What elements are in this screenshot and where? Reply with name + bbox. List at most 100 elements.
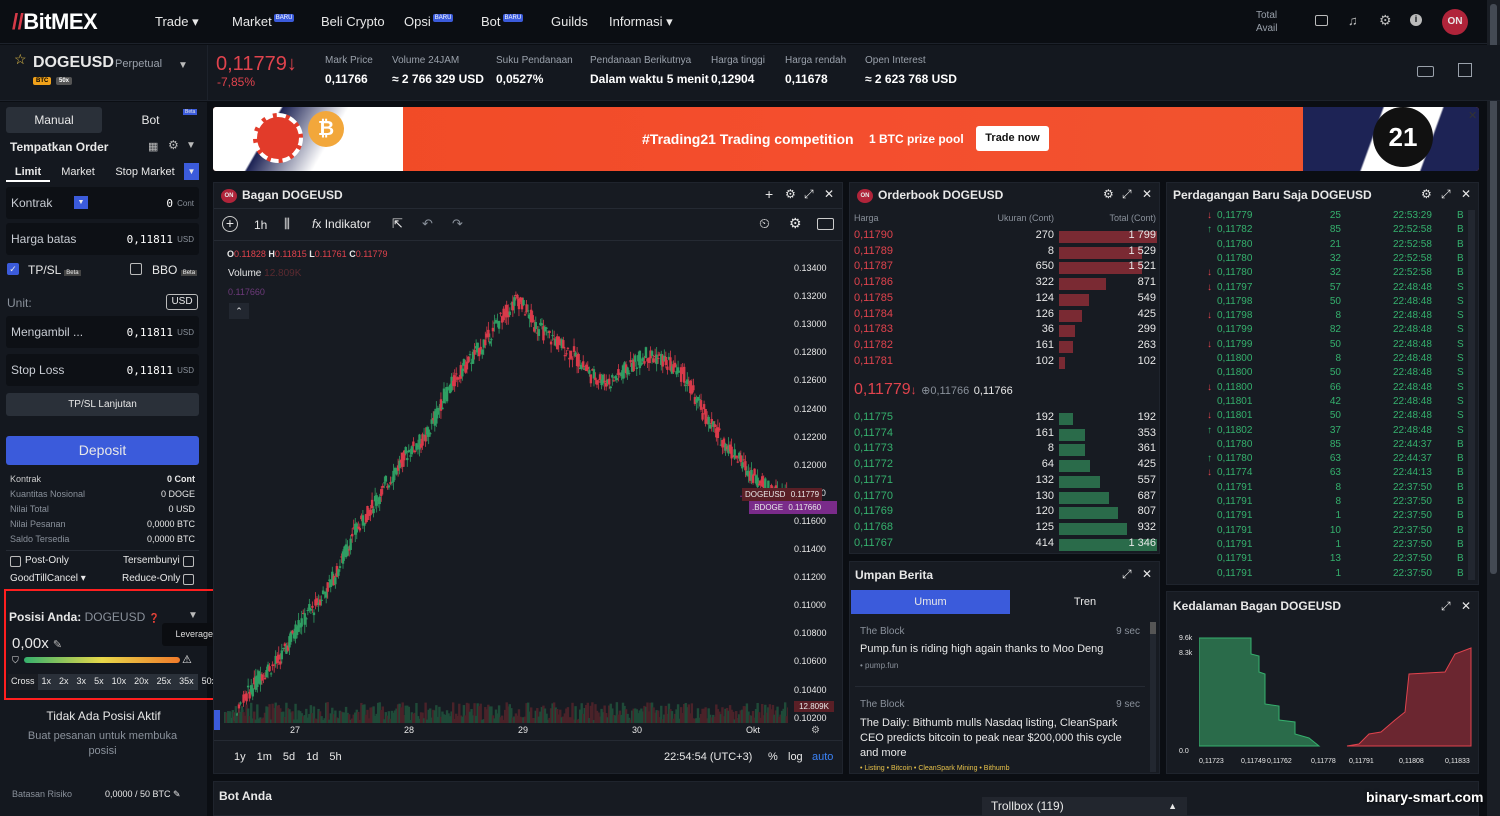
leverage-cross[interactable]: Cross (8, 674, 38, 690)
candle-type-icon[interactable]: ⫼ (284, 216, 290, 231)
share-icon[interactable]: ⇱ (392, 216, 403, 231)
depth-chart[interactable] (1199, 634, 1475, 756)
trades-settings-icon[interactable]: ⚙ (1421, 187, 1432, 201)
auto-toggle[interactable]: auto (812, 751, 834, 763)
orderbook-row[interactable]: 0,11771 132 557 (850, 474, 1159, 490)
leverage-10x[interactable]: 10x (111, 676, 127, 686)
alert-icon[interactable]: ⏲ (759, 215, 770, 231)
wallet-icon[interactable] (1315, 15, 1328, 26)
promo-banner[interactable]: ₿ #Trading21 Trading competition 1 BTC p… (213, 107, 1479, 171)
orderbook-row[interactable]: 0,11769 120 807 (850, 505, 1159, 521)
orderbook-row[interactable]: 0,11783 36 299 (850, 323, 1159, 339)
orderbook-row[interactable]: 0,11782 161 263 (850, 339, 1159, 355)
leverage-3x[interactable]: 3x (76, 676, 87, 686)
tab-bot[interactable]: Bot (141, 113, 160, 127)
hidden-checkbox[interactable] (183, 556, 194, 567)
depth-close-icon[interactable]: ✕ (1461, 599, 1472, 613)
orderbook-row[interactable]: 0,11784 126 425 (850, 308, 1159, 324)
undo-icon[interactable]: ↶ (422, 216, 433, 231)
nav-buy-crypto[interactable]: Beli Crypto (321, 14, 385, 29)
chevron-down-icon[interactable]: ▼ (178, 60, 188, 71)
orderbook-row[interactable]: 0,11775 192 192 (850, 411, 1159, 427)
news-tab-general[interactable]: Umum (851, 590, 1010, 614)
orderbook-row[interactable]: 0,11770 130 687 (850, 490, 1159, 506)
collapse-icon[interactable]: ▼ (186, 140, 196, 151)
close-icon[interactable]: ✕ (824, 187, 835, 201)
risk-limit-value[interactable]: 0,0000 / 50 BTC ✎ (105, 789, 181, 799)
axis-settings-icon[interactable]: ⚙ (811, 725, 820, 736)
keyboard-icon[interactable] (1417, 66, 1434, 77)
log-toggle[interactable]: log (788, 751, 803, 763)
trade-now-button[interactable]: Trade now (976, 126, 1049, 151)
stop-loss-field[interactable]: Stop Loss 0,11811 USD (6, 354, 199, 386)
news-item[interactable]: The Block 9 sec Pump.fun is riding high a… (860, 626, 1140, 670)
settings-icon[interactable]: ⚙ (168, 138, 179, 152)
depth-expand-icon[interactable]: ⤢ (1441, 599, 1451, 613)
orderbook-row[interactable]: 0,11790 270 1 799 (850, 229, 1159, 245)
orderbook-row[interactable]: 0,11772 64 425 (850, 458, 1159, 474)
news-expand-icon[interactable]: ⤢ (1122, 567, 1132, 581)
range-1y[interactable]: 1y (234, 751, 246, 763)
orderbook-row[interactable]: 0,11774 161 353 (850, 427, 1159, 443)
reduce-only-checkbox[interactable] (183, 574, 194, 585)
add-icon[interactable]: + (765, 186, 774, 202)
news-tab-trending[interactable]: Tren (1073, 596, 1097, 608)
nav-options[interactable]: Opsi BARU (404, 14, 454, 29)
range-5d[interactable]: 5d (282, 751, 296, 763)
chart-settings-icon[interactable]: ⚙ (785, 187, 796, 201)
camera-icon[interactable] (817, 218, 834, 230)
nav-info[interactable]: Informasi ▾ (609, 14, 673, 29)
position-collapse-icon[interactable]: ▼ (188, 610, 198, 621)
percent-toggle[interactable]: % (768, 751, 778, 763)
advanced-tpsl-button[interactable]: TP/SL Lanjutan (6, 393, 199, 416)
nav-guilds[interactable]: Guilds (551, 14, 588, 29)
post-only-checkbox[interactable] (10, 556, 21, 567)
news-scrollbar[interactable] (1150, 622, 1156, 772)
orderbook-row[interactable]: 0,11787 650 1 521 (850, 260, 1159, 276)
candlestick-chart[interactable] (220, 243, 788, 723)
deposit-button[interactable]: Deposit (6, 436, 199, 465)
tpsl-checkbox[interactable]: ✓ (7, 263, 19, 275)
legend-collapse-icon[interactable]: ⌃ (229, 303, 249, 319)
leverage-25x[interactable]: 25x (156, 676, 172, 686)
range-1m[interactable]: 1m (256, 751, 272, 763)
leverage-1x[interactable]: 1x (41, 676, 52, 686)
order-type-market[interactable]: Market (61, 166, 95, 178)
avatar[interactable]: ON (1442, 9, 1468, 35)
take-profit-field[interactable]: Mengambil ... 0,11811 USD (6, 316, 199, 348)
instrument-symbol[interactable]: DOGEUSD (33, 54, 114, 71)
interval-select[interactable]: 1h (254, 218, 268, 232)
orderbook-close-icon[interactable]: ✕ (1142, 187, 1153, 201)
indicator-button[interactable]: fx Indikator (312, 217, 371, 231)
order-type-stop-market[interactable]: Stop Market (115, 166, 175, 178)
redo-icon[interactable]: ↷ (452, 216, 463, 231)
range-5h[interactable]: 5h (329, 751, 342, 763)
balance-summary[interactable]: Total Avail (1256, 10, 1278, 34)
bbo-checkbox[interactable] (130, 263, 142, 275)
nav-market[interactable]: Market BARU (232, 14, 295, 29)
leverage-5x[interactable]: 5x (94, 676, 104, 686)
page-scrollbar[interactable] (1487, 0, 1500, 816)
nav-trade[interactable]: Trade ▾ (155, 14, 199, 29)
unit-select[interactable]: USD (166, 294, 198, 310)
leverage-50x[interactable]: 50x (201, 676, 217, 686)
info-icon[interactable]: i (1410, 14, 1422, 26)
trades-expand-icon[interactable]: ⤢ (1441, 187, 1451, 201)
orderbook-row[interactable]: 0,11786 322 871 (850, 276, 1159, 292)
bitmex-logo[interactable]: //BitMEX (12, 9, 98, 34)
orderbook-row[interactable]: 0,11773 8 361 (850, 442, 1159, 458)
chart-gear-icon[interactable]: ⚙ (789, 215, 802, 231)
trollbox-toggle[interactable]: Trollbox (119) ▲ (982, 797, 1187, 816)
orderbook-row[interactable]: 0,11789 8 1 529 (850, 245, 1159, 261)
chart-scroll-handle[interactable] (214, 710, 220, 730)
orderbook-row[interactable]: 0,11768 125 932 (850, 521, 1159, 537)
expand-icon[interactable]: ⤢ (804, 187, 814, 201)
orderbook-expand-icon[interactable]: ⤢ (1122, 187, 1132, 201)
leverage-2x[interactable]: 2x (59, 676, 69, 686)
limit-price-field[interactable]: Harga batas 0,11811 USD (6, 223, 199, 255)
trades-close-icon[interactable]: ✕ (1461, 187, 1472, 201)
orderbook-row[interactable]: 0,11767 414 1 346 (850, 537, 1159, 553)
orderbook-settings-icon[interactable]: ⚙ (1103, 187, 1114, 201)
time-in-force-select[interactable]: GoodTillCancel ▾ (10, 573, 86, 584)
trades-scrollbar[interactable] (1468, 210, 1475, 580)
